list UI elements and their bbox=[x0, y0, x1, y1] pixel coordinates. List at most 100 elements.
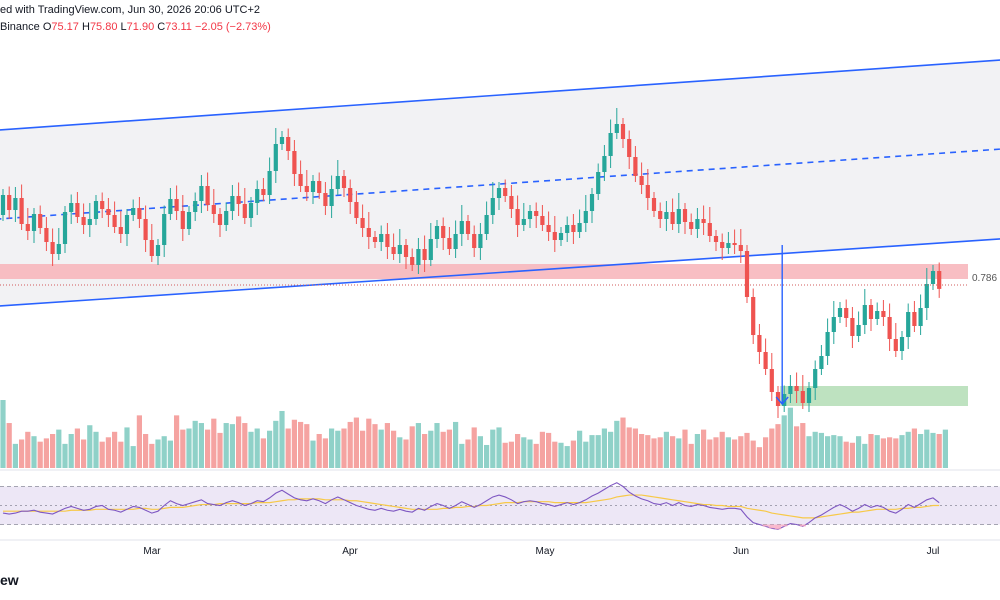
volume-bar bbox=[738, 436, 744, 468]
x-tick-label: Jun bbox=[733, 546, 749, 557]
candle-body bbox=[273, 144, 278, 171]
ohlc-low-value: 71.90 bbox=[126, 21, 155, 33]
brand-logo-text: ew bbox=[0, 572, 19, 588]
volume-bar bbox=[508, 441, 514, 468]
candle-body bbox=[639, 176, 644, 185]
volume-bar bbox=[763, 437, 769, 468]
candle-body bbox=[856, 325, 861, 336]
volume-bar bbox=[533, 443, 539, 468]
candle-body bbox=[676, 209, 681, 224]
volume-bar bbox=[639, 434, 645, 468]
candle-body bbox=[577, 223, 582, 232]
volume-bar bbox=[546, 432, 552, 468]
candle-body bbox=[689, 222, 694, 229]
candle-body bbox=[366, 228, 371, 237]
candle-body bbox=[385, 234, 390, 247]
candle-body bbox=[416, 249, 421, 265]
candle-body bbox=[478, 234, 483, 248]
volume-bar bbox=[229, 424, 235, 468]
volume-bar bbox=[750, 440, 756, 468]
volume-bar bbox=[471, 427, 477, 468]
candle-body bbox=[534, 211, 539, 216]
candle-body bbox=[292, 151, 297, 174]
time-axis: Mar Apr May Jun Jul bbox=[143, 546, 939, 557]
candle-body bbox=[31, 214, 37, 231]
candle-body bbox=[0, 195, 6, 215]
candle-body bbox=[850, 318, 855, 336]
volume-bar bbox=[316, 434, 322, 468]
price-change: −2.05 (−2.73%) bbox=[194, 21, 271, 33]
candle-body bbox=[391, 247, 396, 254]
candle-body bbox=[186, 212, 192, 229]
volume-bar bbox=[930, 432, 936, 468]
volume-bar bbox=[198, 423, 204, 468]
volume-bar bbox=[806, 436, 812, 468]
candle-body bbox=[682, 209, 688, 222]
candle-body bbox=[924, 284, 929, 308]
volume-bar bbox=[12, 443, 18, 468]
volume-bar bbox=[298, 421, 304, 468]
candle-body bbox=[428, 239, 433, 260]
volume-bar bbox=[236, 416, 242, 468]
volume-bar bbox=[118, 441, 124, 468]
support-zone bbox=[780, 386, 968, 406]
volume-bar bbox=[62, 443, 68, 468]
volume-bar bbox=[130, 446, 136, 468]
candle-body bbox=[13, 198, 18, 210]
candle-body bbox=[354, 202, 359, 218]
candle-body bbox=[490, 198, 495, 215]
volume-bar bbox=[818, 432, 824, 468]
candle-body bbox=[552, 232, 557, 240]
rsi-oversold-fill bbox=[799, 524, 806, 527]
volume-bar bbox=[155, 439, 161, 468]
ohlc-high-label: H bbox=[81, 21, 90, 33]
candle-body bbox=[69, 203, 74, 212]
volume-bar bbox=[180, 429, 186, 468]
candle-body bbox=[81, 217, 86, 225]
volume-bar bbox=[484, 444, 490, 468]
ohlc-open-label: O bbox=[42, 21, 52, 33]
volume-bar bbox=[192, 420, 198, 468]
candle-body bbox=[726, 243, 731, 248]
drop-arrow-head bbox=[775, 396, 789, 406]
volume-bar bbox=[831, 435, 837, 468]
volume-bar bbox=[341, 428, 347, 468]
candle-body bbox=[496, 188, 502, 198]
candle-body bbox=[124, 215, 130, 234]
candle-body bbox=[503, 188, 508, 196]
candle-body bbox=[794, 386, 799, 391]
volume-bar bbox=[273, 420, 279, 468]
volume-bar bbox=[663, 431, 669, 468]
candle-body bbox=[472, 234, 477, 248]
resistance-zone bbox=[0, 264, 968, 279]
volume-bar bbox=[719, 431, 725, 468]
volume-bar bbox=[614, 420, 620, 468]
volume-bar bbox=[285, 428, 291, 468]
volume-bar bbox=[632, 428, 638, 468]
candle-body bbox=[149, 240, 154, 256]
volume-bar bbox=[496, 427, 502, 468]
candle-body bbox=[744, 251, 750, 297]
volume-bar bbox=[0, 400, 6, 468]
candle-body bbox=[224, 211, 229, 225]
exchange-name: Binance bbox=[0, 21, 40, 33]
ohlc-open-value: 75.17 bbox=[51, 21, 79, 33]
volume-bar bbox=[291, 419, 297, 468]
candle-body bbox=[87, 219, 92, 225]
candle-body bbox=[546, 225, 551, 232]
candle-body bbox=[695, 219, 700, 229]
rsi-panel bbox=[0, 482, 1000, 541]
candle-body bbox=[93, 201, 99, 219]
volume-bar bbox=[366, 418, 372, 468]
volume-bar bbox=[527, 439, 533, 468]
candle-body bbox=[304, 186, 309, 192]
candle-body bbox=[893, 339, 898, 351]
volume-bar bbox=[775, 424, 781, 468]
candle-body bbox=[44, 228, 49, 242]
candle-body bbox=[627, 139, 632, 157]
volume-bar bbox=[112, 431, 118, 468]
candle-body bbox=[658, 211, 663, 219]
channel-fill bbox=[0, 60, 1000, 306]
candle-body bbox=[410, 257, 415, 265]
